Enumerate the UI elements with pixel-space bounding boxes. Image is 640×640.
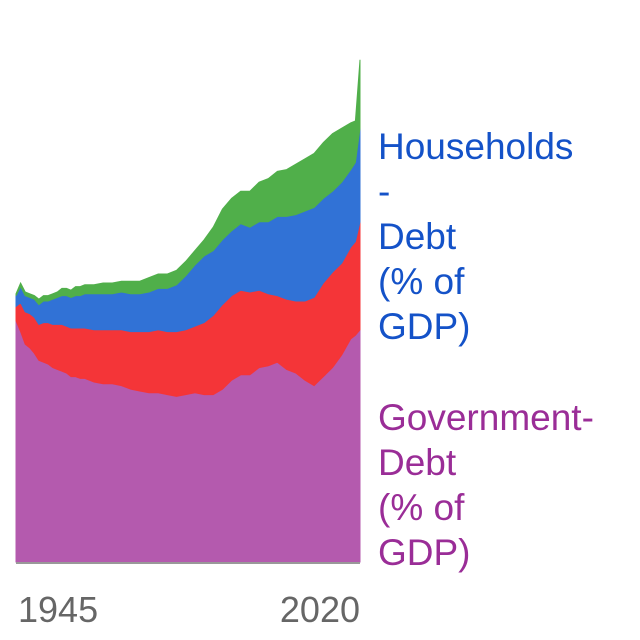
x-tick-label: 1945 <box>18 589 98 630</box>
area-layers <box>15 59 361 563</box>
households-series-label: Households - Debt (% of GDP) <box>378 126 574 347</box>
area-series-3 <box>15 59 361 306</box>
government-series-label: Government- Debt (% of GDP) <box>378 397 594 573</box>
x-axis-ticks: 1945 2020 <box>18 589 360 630</box>
x-tick-label: 2020 <box>280 589 360 630</box>
